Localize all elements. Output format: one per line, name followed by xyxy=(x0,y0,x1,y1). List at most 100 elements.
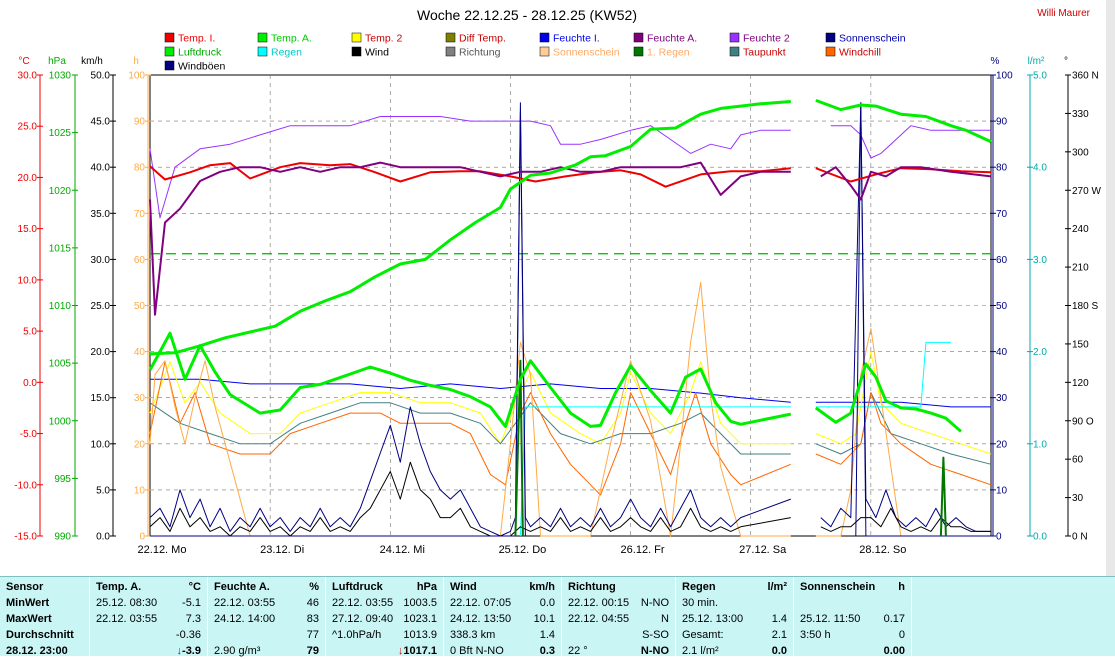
legend-label: Feuchte A. xyxy=(647,33,697,45)
day-label: 28.12. So xyxy=(859,544,906,556)
stats-column-richtung: Richtung 22.12. 00:15 N-NO 22.12. 04:55 N S-S… xyxy=(562,577,676,657)
stats-header-unit: l/m² xyxy=(767,581,787,593)
stats-value-text: -3.9 xyxy=(182,645,201,657)
chart-title: Woche 22.12.25 - 28.12.25 (KW52) xyxy=(417,7,637,23)
legend-swatch xyxy=(351,46,362,57)
stats-header-unit: hPa xyxy=(416,581,437,593)
series-line xyxy=(815,341,951,408)
axis-tick-label: 1005 xyxy=(49,359,72,370)
stats-cell-label: 22.12. 07:05 xyxy=(450,597,512,609)
series-line xyxy=(939,456,947,537)
stats-cell-value: 0.3 xyxy=(540,645,555,657)
author-label: Willi Maurer xyxy=(1037,8,1090,19)
stats-value-text: 2.1 xyxy=(771,629,787,641)
stats-row: 22 ° N-NO xyxy=(562,643,675,659)
axis-tick-label: 30.0 xyxy=(91,255,111,266)
stats-header: Sensor xyxy=(0,579,89,595)
stats-cell-value: N xyxy=(661,613,669,625)
day-label: 23.12. Di xyxy=(260,544,304,556)
stats-row: 27.12. 09:40 1023.1 xyxy=(326,611,443,627)
axis-tick-label: 90 xyxy=(134,117,146,128)
axis-tick-label: 10 xyxy=(996,485,1008,496)
axis-tick-label: 80 xyxy=(134,163,146,174)
stats-row: 28.12. 23:00 xyxy=(0,643,89,659)
series-line xyxy=(149,281,791,537)
stats-cell-label: MinWert xyxy=(6,597,50,609)
legend-label: Feuchte I. xyxy=(553,33,600,45)
axis-tick-label: 10 xyxy=(134,485,146,496)
axis-tick-label: 40 xyxy=(996,347,1008,358)
stats-cell-label: 338.3 km xyxy=(450,629,496,641)
stats-cell-label: 24.12. 14:00 xyxy=(214,613,276,625)
axis-tick-label: 0 xyxy=(139,532,145,543)
legend-label: Richtung xyxy=(459,47,501,59)
stats-panel: Sensor MinWert MaxWert Durchschnitt 28.12. 2… xyxy=(0,576,1115,659)
stats-cell-label: 22.12. 04:55 xyxy=(568,613,630,625)
stats-value-text: 77 xyxy=(306,629,319,641)
stats-value-text: S-SO xyxy=(642,629,669,641)
legend-label: Luftdruck xyxy=(178,47,222,59)
stats-row: MaxWert xyxy=(0,611,89,627)
stats-row: 22.12. 03:55 46 xyxy=(208,595,325,611)
day-label: 26.12. Fr xyxy=(621,544,665,556)
stats-row: 0.00 xyxy=(794,643,911,659)
axis-unit-label: % xyxy=(991,56,1000,67)
axis-tick-label: 10.0 xyxy=(18,275,38,286)
legend-label: Sonnenschein xyxy=(553,47,620,59)
stats-cell-label: 25.12. 11:50 xyxy=(800,613,861,625)
stats-value-text: 0.0 xyxy=(771,645,787,657)
series-group xyxy=(148,98,992,537)
plot-area xyxy=(149,74,992,537)
series-line xyxy=(815,392,992,486)
stats-header-title: Feuchte A. xyxy=(214,581,270,593)
stats-header: Sonnenschein h xyxy=(794,579,911,595)
axis-tick-label: 30 xyxy=(996,393,1008,404)
stats-value-text: 1017.1 xyxy=(403,645,437,657)
stats-cell-label: 30 min. xyxy=(682,597,719,609)
stats-row: 22.12. 03:55 7.3 xyxy=(90,611,207,627)
axis-tick-label: 1010 xyxy=(49,301,72,312)
stats-cell-label: 2.90 g/m³ xyxy=(214,645,261,657)
axis-tick-label: 1015 xyxy=(49,243,72,254)
stats-header-unit: km/h xyxy=(529,581,555,593)
stats-value-text: 1023.1 xyxy=(403,613,437,625)
series-line xyxy=(149,162,791,188)
legend-label: Sonnenschein xyxy=(839,33,906,45)
axis-tick-label: 90 O xyxy=(1072,416,1094,427)
stats-cell-label: ^1.0hPa/h xyxy=(332,629,382,641)
stats-cell-label: 25.12. 13:00 xyxy=(682,613,744,625)
series-line xyxy=(814,362,962,433)
legend-label: Wind xyxy=(365,47,389,59)
stats-cell-label: 24.12. 13:50 xyxy=(450,613,512,625)
stats-row: 77 xyxy=(208,627,325,643)
stats-cell-value: 0.17 xyxy=(884,613,905,625)
axis-tick-label: 1025 xyxy=(49,128,72,139)
series-line xyxy=(148,331,792,428)
stats-cell-value: ↓-3.9 xyxy=(177,645,201,657)
stats-cell-label: 25.12. 08:30 xyxy=(96,597,158,609)
stats-header: Regen l/m² xyxy=(676,579,793,595)
axis-tick-label: 60 xyxy=(134,255,146,266)
axis-tick-label: 70 xyxy=(134,209,146,220)
stats-row: 2.90 g/m³ 79 xyxy=(208,643,325,659)
series-line xyxy=(815,392,992,465)
stats-header-title: Regen xyxy=(682,581,716,593)
stats-row: 3:50 h 0 xyxy=(794,627,911,643)
stats-header: Wind km/h xyxy=(444,579,561,595)
axis-tick-label: 30 xyxy=(1072,493,1084,504)
stats-header-title: Sonnenschein xyxy=(800,581,876,593)
axis-tick-label: 40.0 xyxy=(91,163,111,174)
axis-tick-label: 990 xyxy=(54,532,71,543)
axis-tick-label: 1020 xyxy=(49,186,72,197)
axis-tick-label: 995 xyxy=(54,474,71,485)
stats-cell-label: 27.12. 09:40 xyxy=(332,613,394,625)
scrollbar-track[interactable] xyxy=(1106,0,1115,576)
axis-tick-label: 15.0 xyxy=(91,393,111,404)
stats-row: 25.12. 13:00 1.4 xyxy=(676,611,793,627)
series-line xyxy=(820,507,991,532)
stats-cell-value: -0.36 xyxy=(176,629,201,641)
axis-tick-label: 50 xyxy=(996,301,1008,312)
stats-value-text: 0.0 xyxy=(539,597,555,609)
stats-header-title: Temp. A. xyxy=(96,581,142,593)
legend-label: Diff Temp. xyxy=(459,33,506,45)
